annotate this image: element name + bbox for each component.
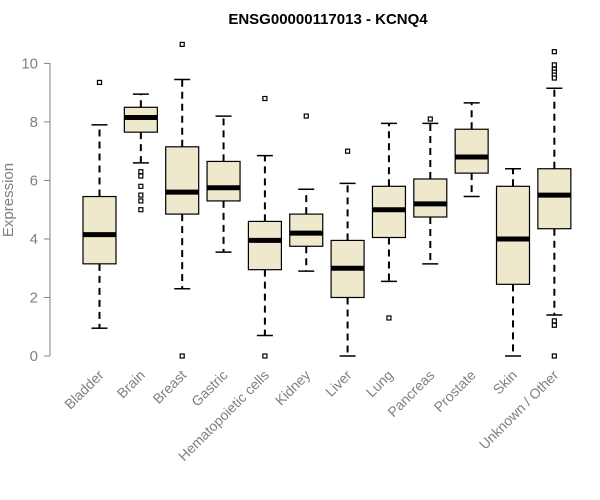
outlier-point xyxy=(386,315,392,321)
chart-title: ENSG00000117013 - KCNQ4 xyxy=(228,11,428,28)
iqr-box xyxy=(206,160,241,202)
y-axis-label: Expression xyxy=(0,163,17,237)
boxes-group xyxy=(82,41,572,359)
outlier-point xyxy=(551,318,557,324)
outlier-point xyxy=(551,49,557,55)
iqr-box xyxy=(165,146,200,215)
y-tick-label: 2 xyxy=(30,289,38,306)
box-kidney xyxy=(289,113,324,272)
iqr-box xyxy=(82,195,117,265)
y-tick-label: 6 xyxy=(30,172,38,189)
x-tick-label: Bladder xyxy=(61,367,107,413)
y-tick-label: 8 xyxy=(30,114,38,131)
box-bladder xyxy=(82,79,117,329)
x-tick-label: Skin xyxy=(490,367,521,398)
outlier-point xyxy=(138,198,144,204)
box-hematopoietic-cells xyxy=(247,95,282,359)
outlier-point xyxy=(345,148,351,154)
iqr-box xyxy=(289,213,324,247)
iqr-box xyxy=(495,185,531,285)
iqr-box xyxy=(413,178,448,218)
outlier-point xyxy=(138,169,144,175)
box-brain xyxy=(123,93,158,213)
box-gastric xyxy=(206,115,241,253)
outlier-point xyxy=(551,353,557,359)
outlier-point xyxy=(138,207,144,213)
x-tick-label: Liver xyxy=(322,367,355,400)
outlier-point xyxy=(262,95,268,102)
box-lung xyxy=(371,122,407,321)
box-skin xyxy=(495,167,531,357)
iqr-box xyxy=(537,168,572,230)
iqr-box xyxy=(247,220,282,271)
x-tick-label: Prostate xyxy=(431,367,479,415)
box-breast xyxy=(165,41,200,359)
box-prostate xyxy=(454,102,489,198)
outlier-point xyxy=(262,353,268,359)
outlier-point xyxy=(551,75,557,81)
outlier-point xyxy=(138,173,144,179)
outlier-point xyxy=(138,192,144,198)
outlier-point xyxy=(551,322,557,328)
box-pancreas xyxy=(413,116,448,265)
y-tick-label: 10 xyxy=(21,55,38,72)
outlier-point xyxy=(179,41,185,47)
box-liver xyxy=(330,148,365,357)
outlier-point xyxy=(96,79,103,86)
x-tick-label: Breast xyxy=(149,367,189,407)
outlier-point xyxy=(551,62,557,68)
x-tick-label: Lung xyxy=(363,367,396,400)
outlier-point xyxy=(179,353,185,359)
y-axis-ticks: 0 2 4 6 8 10 xyxy=(21,55,50,365)
box-unknown-other xyxy=(537,49,572,359)
x-tick-label: Brain xyxy=(114,367,148,401)
outlier-point xyxy=(303,113,309,119)
outlier-point xyxy=(138,183,144,189)
y-tick-label: 0 xyxy=(30,348,38,365)
iqr-box xyxy=(454,128,489,174)
x-tick-label: Kidney xyxy=(272,367,314,409)
y-tick-label: 4 xyxy=(30,231,38,248)
outlier-point xyxy=(427,116,433,122)
